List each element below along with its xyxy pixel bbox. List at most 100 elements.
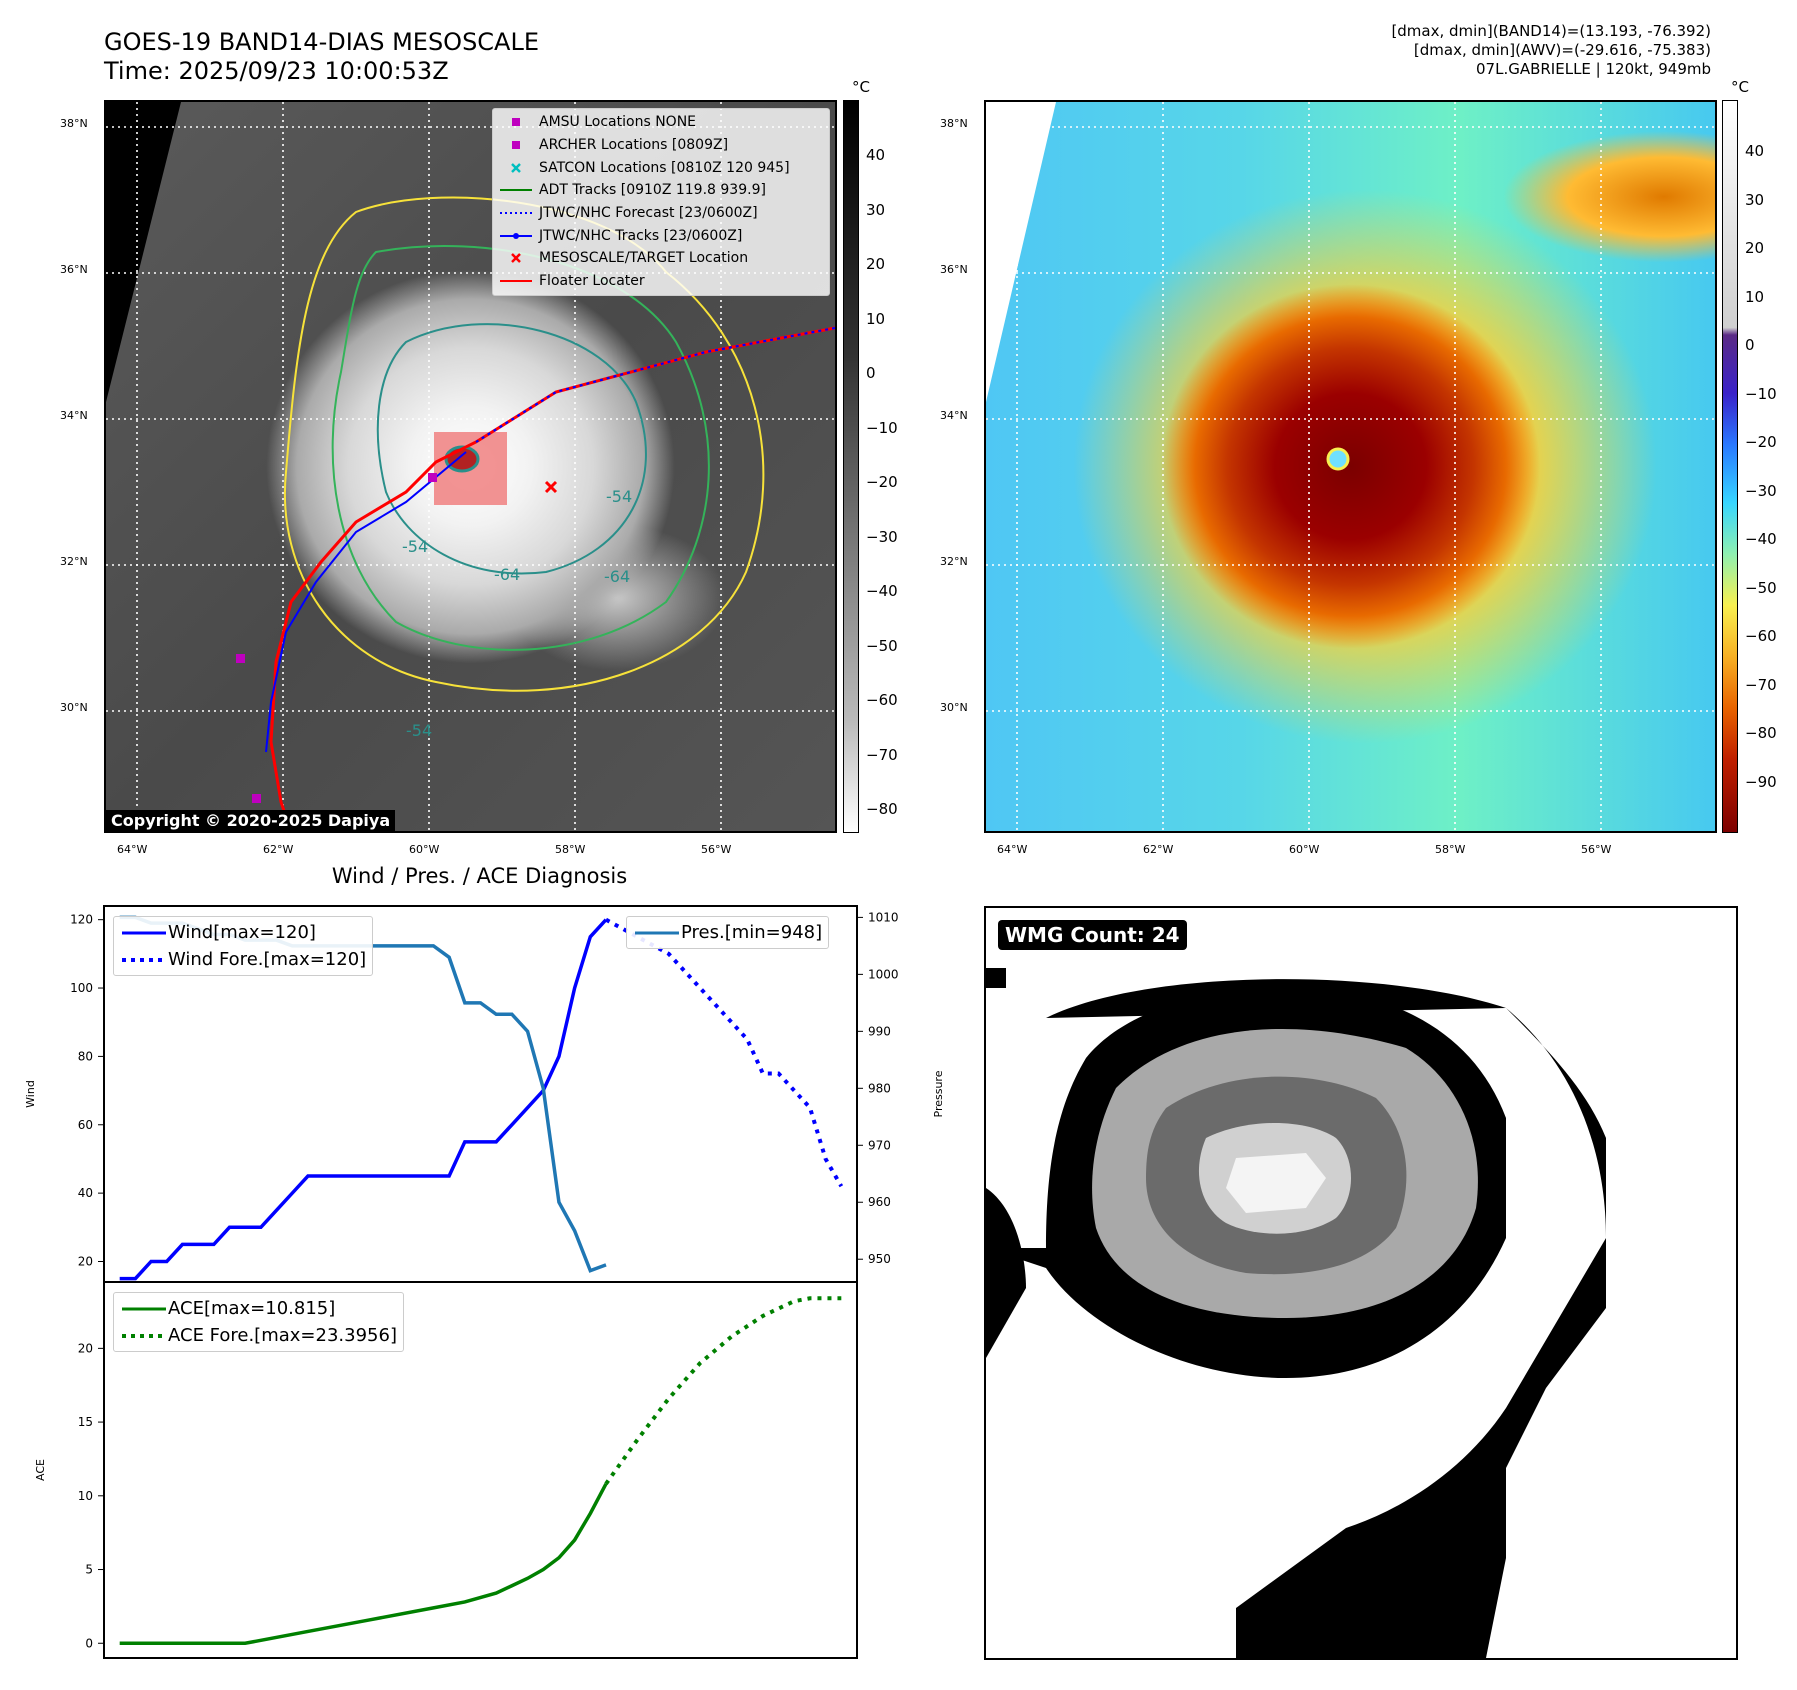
amsu-marker-2: [252, 794, 261, 803]
lat-label-30: 30°N: [60, 701, 88, 714]
green-contour: [331, 245, 710, 651]
ace-legend-solid-swatch: [122, 1307, 166, 1310]
colorbar-tick-label: −10: [1745, 384, 1777, 403]
color-map-overlay: [986, 102, 1715, 831]
colorbar-tick-label: 10: [1745, 287, 1765, 306]
lat-label-30-right: 30°N: [940, 701, 968, 714]
colorbar-tick-label: 10: [866, 309, 886, 328]
lon-label-62-right: 62°W: [1143, 843, 1174, 856]
eye-color: [1326, 447, 1350, 471]
series-ace-fore-: [604, 1296, 842, 1485]
legend-item: JTWC/NHC Forecast [23/0600Z]: [493, 202, 829, 225]
gray-colorbar: [843, 100, 859, 833]
legend-symbol: [493, 207, 539, 219]
lon-label-64: 64°W: [117, 843, 148, 856]
legend-item: MESOSCALE/TARGET Location: [493, 247, 829, 270]
title-line-1: GOES-19 BAND14-DIAS MESOSCALE: [104, 28, 540, 56]
svg-text:-54: -54: [606, 487, 632, 506]
pressure-tick-label: 980: [868, 1081, 891, 1095]
colorbar-tick-label: −40: [866, 582, 898, 600]
legend-symbol: [493, 116, 539, 128]
colorbar-tick-label: −20: [1745, 433, 1777, 451]
teal-contour: [376, 323, 647, 575]
svg-text:-64: -64: [494, 565, 520, 584]
color-colorbar: [1722, 100, 1738, 833]
pressure-tick-label: 1000: [868, 967, 899, 981]
colorbar-tick-label: −70: [1745, 675, 1777, 694]
ace-tick-label: 15: [78, 1415, 93, 1429]
diagnosis-charts: Wind Pressure ACE 2040608010012095096097…: [24, 905, 945, 1659]
legend-item: ARCHER Locations [0809Z]: [493, 134, 829, 157]
wind-fore-legend-label: Wind Fore.[max=120]: [168, 949, 367, 970]
color-colorbar-ticks: 40 30 20 10 0 −10 −20 −30 −40 −50 −60 −70 −80 −90: [1745, 100, 1795, 833]
series-wind: [119, 918, 608, 1281]
wind-tick-label: 120: [70, 913, 93, 927]
diagnosis-title: Wind / Pres. / ACE Diagnosis: [331, 864, 628, 888]
colorbar-tick-label: −90: [1745, 772, 1777, 791]
colorbar-tick-label: −30: [866, 527, 898, 546]
pressure-tick-label: 960: [868, 1195, 891, 1209]
svg-text:-54: -54: [406, 721, 432, 740]
lon-label-58-right: 58°W: [1435, 843, 1466, 856]
legend-item: AMSU Locations NONE: [493, 111, 829, 134]
pressure-tick-label: 990: [868, 1024, 891, 1038]
colorbar-tick-label: −60: [866, 691, 898, 709]
ace-legend: ACE[max=10.815] ACE Fore.[max=23.3956]: [113, 1292, 404, 1352]
ir-grayscale-map: -54 -54 -64 -64 -54 AMSU Locations NONE A…: [104, 100, 837, 833]
lon-label-64-right: 64°W: [997, 843, 1028, 856]
colorbar-tick-label: 40: [1745, 142, 1765, 160]
amsu-marker: [236, 654, 245, 663]
pressure-tick-label: 1010: [868, 910, 899, 924]
lat-label-36: 36°N: [60, 263, 88, 276]
gray-colorbar-ticks: 40 30 20 10 0 −10 −20 −30 −40 −50 −60 −70 −80: [866, 100, 926, 833]
legend-item: JTWC/NHC Tracks [23/0600Z]: [493, 224, 829, 247]
pressure-axis-label: Pressure: [932, 1070, 945, 1117]
map-legend: AMSU Locations NONE ARCHER Locations [080…: [492, 108, 830, 296]
lat-label-32: 32°N: [60, 555, 88, 568]
wind-legend: Wind[max=120] Wind Fore.[max=120]: [113, 916, 374, 976]
pressure-legend-label: Pres.[min=948]: [681, 922, 823, 943]
info-line-1: [dmax, dmin](BAND14)=(13.193, -76.392): [1391, 22, 1711, 40]
pressure-legend-swatch: [635, 931, 679, 934]
colorbar-tick-label: −40: [1745, 530, 1777, 548]
colorbar-tick-label: 20: [866, 255, 886, 273]
wind-legend-dotted-swatch: [122, 957, 166, 962]
wmg-image: [986, 968, 1606, 1658]
ace-tick-label: 0: [85, 1636, 93, 1650]
archer-marker: [428, 473, 437, 482]
legend-symbol: [493, 162, 539, 174]
wind-legend-label: Wind[max=120]: [168, 922, 316, 943]
lon-label-62: 62°W: [263, 843, 294, 856]
wind-tick-label: 60: [78, 1118, 93, 1132]
legend-symbol: [493, 252, 539, 264]
series-wind-fore-: [605, 917, 844, 1188]
legend-label: ADT Tracks [0910Z 119.8 939.9]: [539, 182, 766, 199]
lon-label-60: 60°W: [409, 843, 440, 856]
lat-label-34: 34°N: [60, 409, 88, 422]
pressure-tick-label: 970: [868, 1138, 891, 1152]
legend-label: AMSU Locations NONE: [539, 114, 697, 131]
ace-legend-label: ACE[max=10.815]: [168, 1298, 336, 1319]
legend-item: SATCON Locations [0810Z 120 945]: [493, 156, 829, 179]
series-ace: [119, 1482, 608, 1646]
colorbar-tick-label: 20: [1745, 239, 1765, 257]
ace-legend-dotted-swatch: [122, 1333, 166, 1338]
legend-symbol: [493, 139, 539, 151]
jtwc-forecast: [475, 326, 835, 443]
wind-tick-label: 20: [78, 1254, 93, 1268]
gridlines-color: [986, 102, 1715, 831]
wind-tick-label: 100: [70, 981, 93, 995]
legend-label: JTWC/NHC Forecast [23/0600Z]: [539, 205, 758, 222]
target-marker: [544, 480, 558, 494]
colorbar-tick-label: −50: [866, 636, 898, 655]
figure-title: GOES-19 BAND14-DIAS MESOSCALE Time: 2025…: [104, 28, 539, 86]
pressure-tick-label: 950: [868, 1252, 891, 1266]
lon-label-56-right: 56°W: [1581, 843, 1612, 856]
legend-symbol: [493, 230, 539, 242]
lat-label-34-right: 34°N: [940, 409, 968, 422]
no-data-wedge: [106, 102, 181, 402]
ir-color-map: [984, 100, 1717, 833]
colorbar-tick-label: −70: [866, 745, 898, 764]
copyright: Copyright © 2020-2025 Dapiya: [106, 810, 396, 831]
legend-item: Floater Locater: [493, 270, 829, 293]
